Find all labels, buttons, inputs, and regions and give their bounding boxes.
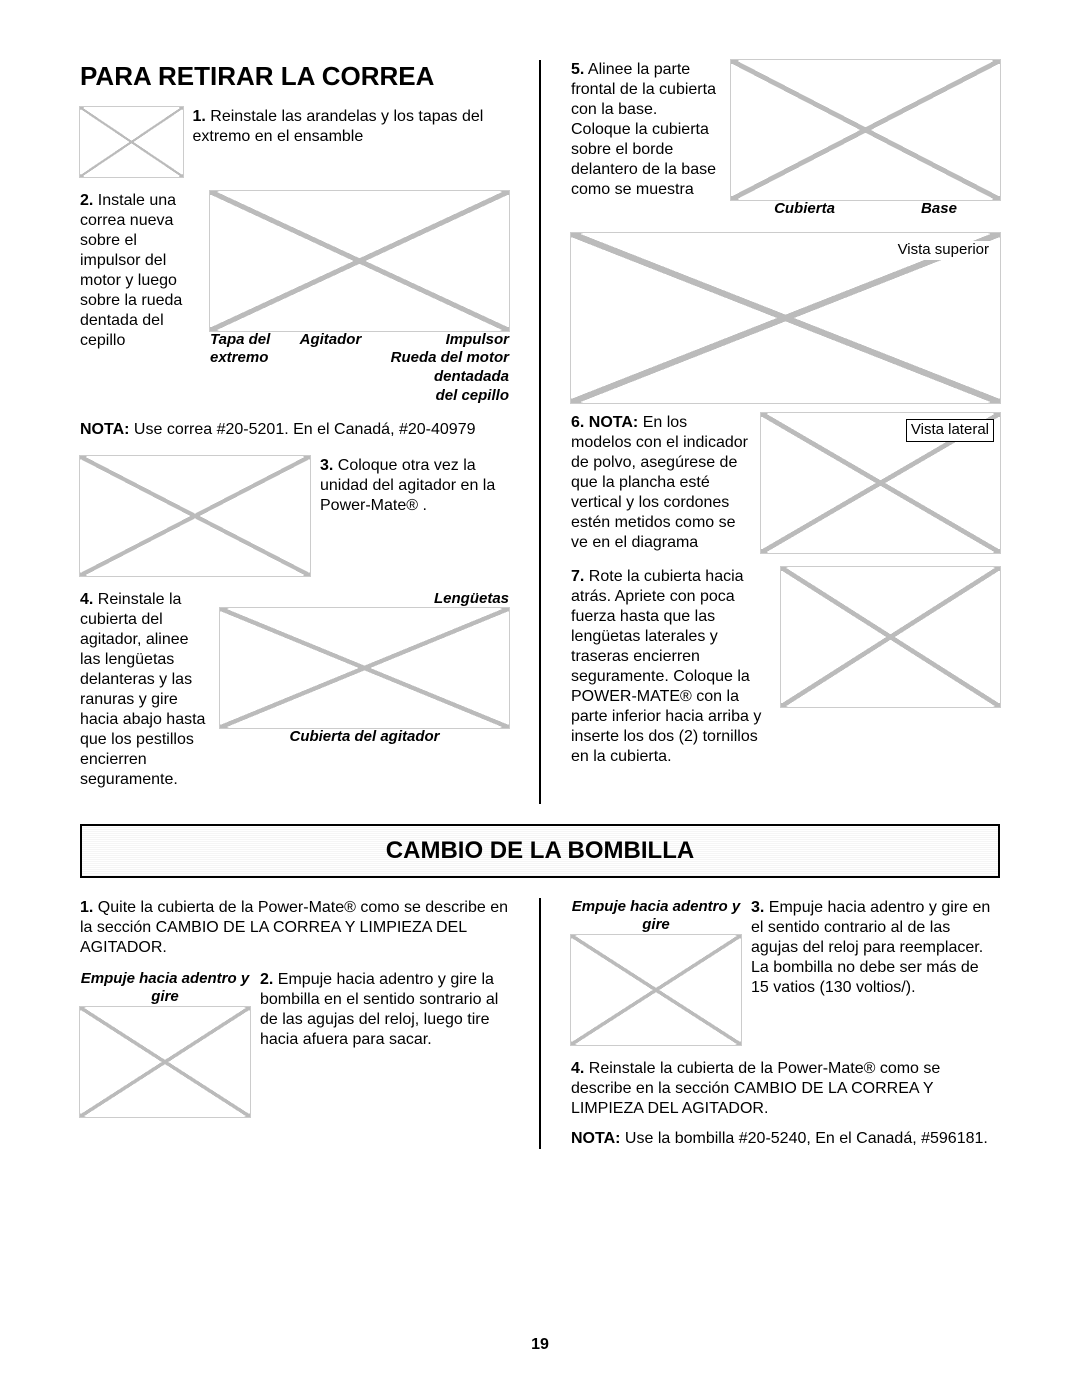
b1-num: 1. xyxy=(80,899,93,916)
step4-row: 4. Reinstale la cubierta del agitador, a… xyxy=(80,590,509,790)
step7-num: 7. xyxy=(571,568,584,585)
bulb-step1: 1. Quite la cubierta de la Power-Mate® c… xyxy=(80,898,509,958)
b3-body: Empuje hacia adentro y gire en el sentid… xyxy=(751,899,990,996)
step7-figure xyxy=(781,567,1000,707)
left-column: PARA RETIRAR LA CORREA 1. Reinstale las … xyxy=(80,60,509,804)
step5-text: 5. Alinee la parte frontal de la cubiert… xyxy=(571,60,721,200)
step4-figure xyxy=(220,608,509,728)
b3-num: 3. xyxy=(751,899,764,916)
b4-num: 4. xyxy=(571,1060,584,1077)
step2-labels-row: Tapa del extremo Agitador Impulsor Rueda… xyxy=(210,331,509,406)
step5-labels: Cubierta Base xyxy=(731,200,1000,219)
step3-body: Coloque otra vez la unidad del agitador … xyxy=(320,457,495,514)
b2-num: 2. xyxy=(260,971,273,988)
bulb-step2-text: 2. Empuje hacia adentro y gire la bombil… xyxy=(260,970,509,1050)
step2-figure xyxy=(210,191,509,331)
step4-figwrap: Lengüetas Cubierta del agitador xyxy=(220,590,509,748)
b3-label: Empuje hacia adentro y gire xyxy=(571,898,741,936)
step4-body: Reinstale la cubierta del agitador, alin… xyxy=(80,591,205,788)
lbl-cubierta: Cubierta xyxy=(774,200,835,219)
b3-figure xyxy=(571,935,741,1045)
section2-title: CAMBIO DE LA BOMBILLA xyxy=(80,824,1000,878)
lbl-dentadada: dentadada xyxy=(391,368,509,387)
step6-text: 6. NOTA: En los modelos con el indicador… xyxy=(571,413,751,553)
step4-num: 4. xyxy=(80,591,93,608)
column-divider-2 xyxy=(539,898,541,1150)
step5-row: 5. Alinee la parte frontal de la cubiert… xyxy=(571,60,1000,219)
step6-body: En los modelos con el indicador de polvo… xyxy=(571,414,748,551)
lbl-agitador: Agitador xyxy=(300,331,362,406)
bnota-bold: NOTA: xyxy=(571,1130,620,1147)
right-column: 5. Alinee la parte frontal de la cubiert… xyxy=(571,60,1000,804)
bulb-step2-row: Empuje hacia adentro y gire 2. Empuje ha… xyxy=(80,970,509,1118)
step4-text: 4. Reinstale la cubierta del agitador, a… xyxy=(80,590,210,790)
b4-body: Reinstale la cubierta de la Power-Mate® … xyxy=(571,1060,940,1117)
step3-num: 3. xyxy=(320,457,333,474)
step2-row: 2. Instale una correa nueva sobre el imp… xyxy=(80,191,509,406)
lbl-lenguetas: Lengüetas xyxy=(220,590,509,609)
bulb-right-column: Empuje hacia adentro y gire 3. Empuje ha… xyxy=(571,898,1000,1150)
b3-figwrap: Empuje hacia adentro y gire xyxy=(571,898,741,1046)
lbl-extremo: extremo xyxy=(210,349,270,368)
lbl-base: Base xyxy=(921,200,957,219)
step2-figwrap: Tapa del extremo Agitador Impulsor Rueda… xyxy=(210,191,509,406)
sideview-wrap: Vista lateral xyxy=(761,413,1000,553)
step7-row: 7. Rote la cubierta hacia atrás. Apriete… xyxy=(571,567,1000,767)
b1-body: Quite la cubierta de la Power-Mate® como… xyxy=(80,899,508,956)
bulb-step4: 4. Reinstale la cubierta de la Power-Mat… xyxy=(571,1059,1000,1119)
section-belt-removal: PARA RETIRAR LA CORREA 1. Reinstale las … xyxy=(80,60,1000,804)
bnota-body: Use la bombilla #20-5240, En el Canadá, … xyxy=(620,1130,987,1147)
section-bulb-change: 1. Quite la cubierta de la Power-Mate® c… xyxy=(80,898,1000,1150)
step5-figwrap: Cubierta Base xyxy=(731,60,1000,219)
bulb-step3-text: 3. Empuje hacia adentro y gire en el sen… xyxy=(751,898,1000,998)
nota1: NOTA: Use correa #20-5201. En el Canadá,… xyxy=(80,420,509,440)
step5-num: 5. xyxy=(571,61,584,78)
step7-body: Rote la cubierta hacia atrás. Apriete co… xyxy=(571,568,761,765)
b2-figwrap: Empuje hacia adentro y gire xyxy=(80,970,250,1118)
step3-text: 3. Coloque otra vez la unidad del agitad… xyxy=(320,456,509,516)
step6-num: 6. NOTA: xyxy=(571,414,638,431)
lbl-tapadel: Tapa del xyxy=(210,331,270,350)
column-divider-1 xyxy=(539,60,541,804)
step2-num: 2. xyxy=(80,192,93,209)
bulb-nota: NOTA: Use la bombilla #20-5240, En el Ca… xyxy=(571,1129,1000,1149)
lbl-impulsor: Impulsor xyxy=(391,331,509,350)
step5-figure xyxy=(731,60,1000,200)
step5-body: Alinee la parte frontal de la cubierta c… xyxy=(571,61,716,198)
nota1-text: Use correa #20-5201. En el Canadá, #20-4… xyxy=(129,421,475,438)
page-number: 19 xyxy=(0,1335,1080,1355)
step1-body: Reinstale las arandelas y los tapas del … xyxy=(193,108,484,145)
bulb-left-column: 1. Quite la cubierta de la Power-Mate® c… xyxy=(80,898,509,1150)
lbl-vista-lateral: Vista lateral xyxy=(906,419,994,442)
step7-text: 7. Rote la cubierta hacia atrás. Apriete… xyxy=(571,567,771,767)
step6-row: 6. NOTA: En los modelos con el indicador… xyxy=(571,413,1000,553)
step2-text: 2. Instale una correa nueva sobre el imp… xyxy=(80,191,200,351)
step3-row: 3. Coloque otra vez la unidad del agitad… xyxy=(80,456,509,576)
lbl-vista-superior: Vista superior xyxy=(895,241,992,260)
section1-title: PARA RETIRAR LA CORREA xyxy=(80,60,509,93)
step1-num: 1. xyxy=(193,108,206,125)
nota1-bold: NOTA: xyxy=(80,421,129,438)
step1-figure xyxy=(80,107,183,177)
step3-figure xyxy=(80,456,310,576)
b2-label: Empuje hacia adentro y gire xyxy=(80,970,250,1008)
bulb-step3-row: Empuje hacia adentro y gire 3. Empuje ha… xyxy=(571,898,1000,1046)
b2-body: Empuje hacia adentro y gire la bombilla … xyxy=(260,971,498,1048)
lbl-rueda: Rueda del motor xyxy=(391,349,509,366)
step1-row: 1. Reinstale las arandelas y los tapas d… xyxy=(80,107,509,177)
step2-body: Instale una correa nueva sobre el impuls… xyxy=(80,192,182,349)
topview-wrap: Vista superior xyxy=(571,233,1000,403)
step1-text: 1. Reinstale las arandelas y los tapas d… xyxy=(193,107,510,147)
b2-figure xyxy=(80,1007,250,1117)
lbl-cubierta-agitador: Cubierta del agitador xyxy=(220,728,509,747)
lbl-delcepillo: del cepillo xyxy=(391,387,509,406)
